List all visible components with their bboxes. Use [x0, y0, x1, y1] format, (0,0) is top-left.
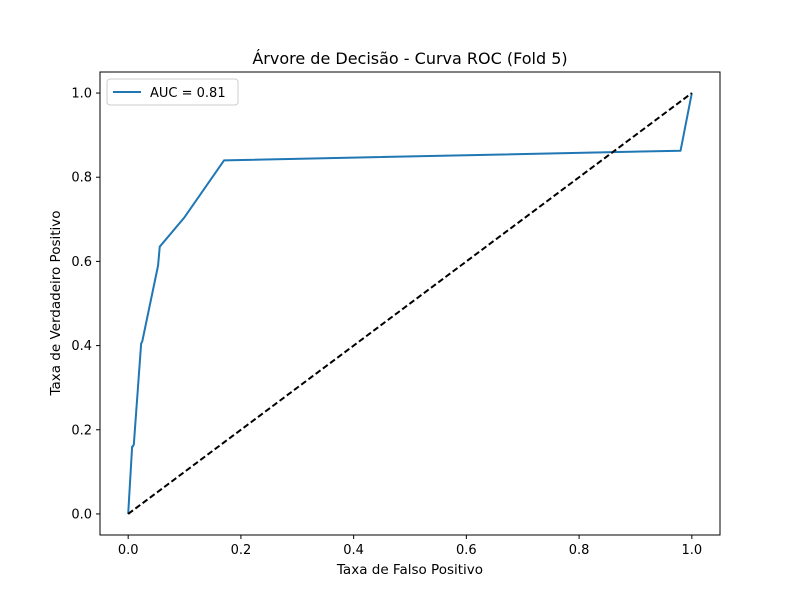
x-tick-label: 0.0: [118, 543, 139, 558]
y-tick-label: 0.4: [71, 339, 92, 354]
legend: AUC = 0.81: [106, 78, 239, 106]
legend-label: AUC = 0.81: [150, 86, 226, 101]
x-tick-label: 0.8: [569, 543, 590, 558]
axis-ticks: 0.0 0.2 0.4 0.6 0.8 1.0 0.0 0.2 0.4 0.6 0.8 1.0: [71, 87, 702, 558]
chart-title: Árvore de Decisão - Curva ROC (Fold 5): [252, 49, 567, 68]
y-tick-label: 0.2: [71, 423, 92, 438]
x-axis-label: Taxa de Falso Positivo: [336, 562, 483, 578]
y-tick-label: 0.6: [71, 255, 92, 270]
x-tick-label: 1.0: [681, 543, 702, 558]
y-tick-label: 1.0: [71, 87, 92, 102]
y-axis-label: Taxa de Verdadeiro Positivo: [48, 210, 64, 396]
x-tick-label: 0.2: [231, 543, 252, 558]
x-tick-label: 0.6: [456, 543, 477, 558]
x-tick-label: 0.4: [343, 543, 364, 558]
plot-area: [127, 92, 693, 515]
axes-frame: [99, 71, 721, 536]
y-tick-label: 0.8: [71, 171, 92, 186]
y-tick-label: 0.0: [71, 507, 92, 522]
roc-curve-line: [127, 92, 693, 515]
legend-box: [106, 78, 239, 106]
chance-line: [127, 92, 693, 515]
